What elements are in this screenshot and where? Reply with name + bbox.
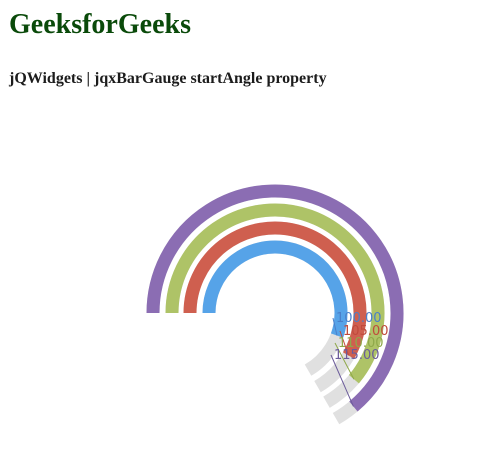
gauge-bar-4[interactable] bbox=[146, 184, 404, 412]
gauge-leader-1 bbox=[332, 317, 338, 336]
gauge-label-leaders bbox=[330, 317, 355, 407]
gauge-bar-3[interactable] bbox=[165, 203, 385, 384]
gauge-bar-2[interactable] bbox=[183, 221, 367, 359]
gauge-bar-1[interactable] bbox=[202, 240, 348, 338]
site-title: GeeksforGeeks bbox=[9, 9, 191, 40]
gauge-value-label-2: 105.00 bbox=[343, 324, 389, 339]
gauge-value-label-1: 100.00 bbox=[336, 311, 382, 326]
gauge-bars bbox=[146, 184, 404, 412]
gauge-value-label-4: 115.00 bbox=[334, 348, 380, 363]
gauge-leader-4 bbox=[330, 354, 354, 407]
gauge-leader-2 bbox=[339, 330, 350, 356]
page-subtitle: jQWidgets | jqxBarGauge startAngle prope… bbox=[9, 70, 327, 87]
gauge-value-label-3: 110.00 bbox=[338, 336, 384, 351]
gauge-leader-3 bbox=[334, 342, 355, 380]
